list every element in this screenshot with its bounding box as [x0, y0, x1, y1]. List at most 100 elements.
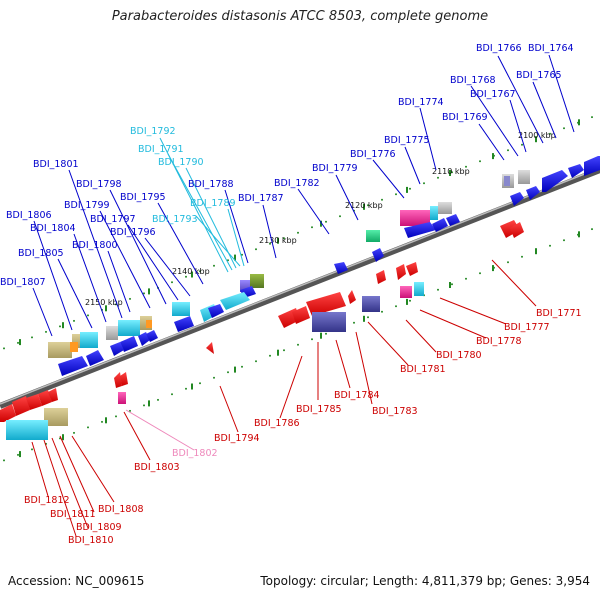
- accession-text: Accession: NC_009615: [8, 574, 145, 588]
- gene-block: [362, 296, 380, 312]
- gene-block: [70, 342, 78, 352]
- gene-label: BDI_1811: [50, 509, 96, 520]
- gene-arrow: [110, 342, 124, 356]
- gene-arrow: [526, 186, 540, 200]
- gene-arrow: [396, 264, 406, 280]
- track-tick: [148, 400, 150, 407]
- gene-block: [518, 170, 530, 184]
- track-dot: [591, 116, 593, 119]
- gene-arrow: [174, 316, 194, 332]
- track-dot: [17, 341, 19, 344]
- track-dot: [227, 259, 229, 262]
- track-tick: [449, 282, 451, 288]
- gene-arrow: [376, 270, 386, 284]
- gene-label: BDI_1767: [470, 89, 516, 100]
- scale-labels: 2100 kbp 2110 kbp 2120 kbp 2130 kbp 2140…: [85, 131, 556, 307]
- genome-backbone: [0, 167, 600, 409]
- gene-label: BDI_1764: [528, 43, 574, 54]
- gene-block: [366, 230, 380, 242]
- gene-arrow: [500, 220, 520, 238]
- gene-label: BDI_1803: [134, 462, 180, 473]
- track-dot: [143, 292, 145, 295]
- track-dot: [283, 349, 285, 352]
- gene-block: [48, 342, 72, 358]
- gene-block: [504, 176, 510, 186]
- track-dot: [269, 242, 271, 245]
- gene-label: BDI_1788: [188, 179, 234, 190]
- track-tick: [19, 339, 21, 346]
- gene-block: [250, 274, 264, 288]
- track-dot: [437, 288, 439, 291]
- gene-block: [400, 210, 430, 226]
- track-dot: [185, 275, 187, 278]
- track-tick: [105, 305, 107, 312]
- track-dot: [255, 360, 257, 363]
- forward-gene-labels: BDI_1764 BDI_1765 BDI_1766 BDI_1767 BDI_…: [0, 43, 574, 288]
- track-tick: [492, 265, 494, 272]
- track-tick: [406, 186, 408, 193]
- gene-block: [106, 326, 118, 340]
- gene-label: BDI_1766: [476, 43, 522, 54]
- track-dot: [563, 127, 565, 130]
- gene-label: BDI_1799: [64, 200, 110, 211]
- gene-block: [44, 408, 68, 426]
- track-dot: [269, 354, 271, 357]
- track-tick: [320, 220, 322, 227]
- gene-arrow: [404, 222, 436, 238]
- gene-block: [118, 320, 140, 336]
- gene-arrow: [446, 214, 460, 226]
- cyan-gene-labels: BDI_1789 BDI_1790 BDI_1791 BDI_1792 BDI_…: [130, 126, 236, 225]
- scale-label: 2100 kbp: [518, 131, 556, 140]
- forward-strand-genes: [48, 156, 600, 376]
- gene-label: BDI_1800: [72, 240, 118, 251]
- gene-label: BDI_1769: [442, 112, 488, 123]
- genome-summary-text: Topology: circular; Length: 4,811,379 bp…: [260, 574, 590, 588]
- track-dot: [479, 272, 481, 275]
- track-dot: [395, 193, 397, 196]
- track-dot: [507, 149, 509, 152]
- track-dot: [451, 171, 453, 174]
- gene-arrow: [120, 372, 128, 386]
- track-dot: [591, 228, 593, 231]
- gene-arrow: [58, 356, 88, 376]
- gene-arrow: [568, 164, 584, 178]
- track-dot: [213, 376, 215, 379]
- pink-gene-labels: BDI_1802: [172, 448, 218, 459]
- track-dot: [507, 261, 509, 264]
- track-dot: [213, 264, 215, 267]
- track-dot: [465, 165, 467, 168]
- scale-tracks: [3, 116, 593, 462]
- gene-label: BDI_1779: [312, 163, 358, 174]
- reverse-gene-labels: BDI_1771 BDI_1777 BDI_1778 BDI_1780 BDI_…: [24, 308, 582, 546]
- track-dot: [521, 255, 523, 258]
- gene-label: BDI_1809: [76, 522, 122, 533]
- gene-arrow: [584, 156, 600, 176]
- gene-arrow: [86, 350, 104, 366]
- track-dot: [31, 448, 33, 451]
- gene-label: BDI_1805: [18, 248, 64, 259]
- gene-arrow: [292, 306, 310, 324]
- track-tick: [234, 254, 236, 261]
- gene-arrow: [26, 394, 42, 410]
- track-dot: [199, 270, 201, 273]
- track-tick: [492, 153, 494, 160]
- gene-label: BDI_1808: [98, 504, 144, 515]
- track-dot: [31, 336, 33, 339]
- gene-label: BDI_1774: [398, 97, 444, 108]
- track-tick: [148, 288, 150, 295]
- gene-block: [430, 206, 438, 220]
- track-tick: [277, 237, 279, 244]
- gene-block: [438, 202, 452, 214]
- gene-arrow: [220, 292, 250, 310]
- gene-arrow: [206, 342, 214, 354]
- gene-block: [400, 286, 412, 298]
- track-dot: [297, 231, 299, 234]
- gene-arrow: [208, 304, 224, 318]
- track-dot: [409, 187, 411, 190]
- track-dot: [129, 409, 131, 412]
- track-tick: [191, 383, 193, 390]
- track-dot: [143, 404, 145, 407]
- track-tick: [535, 248, 537, 255]
- scale-label: 2150 kbp: [85, 298, 123, 307]
- gene-label: BDI_1783: [372, 406, 418, 417]
